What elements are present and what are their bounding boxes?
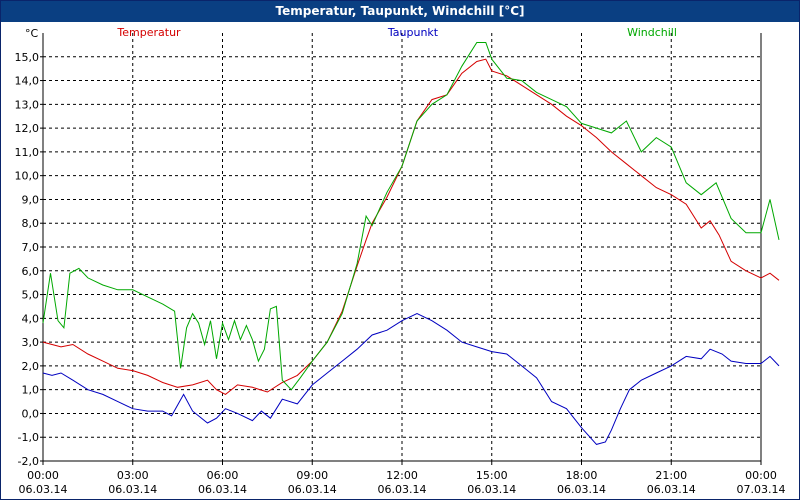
y-tick-label: 10,0 xyxy=(15,170,40,183)
x-tick-time: 00:00 xyxy=(27,469,59,482)
y-tick-label: 7,0 xyxy=(22,241,40,254)
x-tick-time: 06:00 xyxy=(207,469,239,482)
y-tick-label: 11,0 xyxy=(15,146,40,159)
y-tick-label: 12,0 xyxy=(15,122,40,135)
series-line-taupunkt xyxy=(42,313,780,445)
y-tick-label: 6,0 xyxy=(22,265,40,278)
chart-svg: -2,0 -1,0 0,0 1,0 2,0 3,0 4,0 5,0 6,0 7,0 8,0 9,0 10… xyxy=(15,26,786,496)
y-tick-label: -2,0 xyxy=(18,455,39,468)
x-tick-date: 06.03.14 xyxy=(198,483,247,496)
x-tick-date: 06.03.14 xyxy=(647,483,696,496)
x-tick-date: 06.03.14 xyxy=(557,483,606,496)
y-tick-label: 0,0 xyxy=(22,407,40,420)
y-tick-label: 5,0 xyxy=(22,289,40,302)
x-tick-time: 12:00 xyxy=(386,469,418,482)
y-tick-label: 13,0 xyxy=(15,98,40,111)
y-tick-label: 9,0 xyxy=(22,193,40,206)
legend-temperatur: Temperatur xyxy=(116,26,181,39)
x-tick-date: 06.03.14 xyxy=(19,483,68,496)
y-tick-label: 4,0 xyxy=(22,312,40,325)
x-tick-time: 21:00 xyxy=(655,469,687,482)
y-tick-label: -1,0 xyxy=(18,431,39,444)
series-line-windchill xyxy=(42,42,780,391)
x-tick-time: 18:00 xyxy=(566,469,598,482)
x-tick-time: 00:00 xyxy=(745,469,777,482)
x-tick-time: 15:00 xyxy=(476,469,508,482)
x-tick-date: 07.03.14 xyxy=(737,483,786,496)
x-tick-date: 06.03.14 xyxy=(467,483,516,496)
y-axis-label: °C xyxy=(25,27,39,40)
y-tick-label: 15,0 xyxy=(15,51,40,64)
series-line-temperatur xyxy=(42,58,780,395)
x-tick-time: 09:00 xyxy=(296,469,328,482)
x-tick-date: 06.03.14 xyxy=(288,483,337,496)
y-tick-label: 14,0 xyxy=(15,75,40,88)
legend-windchill: Windchill xyxy=(627,26,677,39)
y-tick-label: 8,0 xyxy=(22,217,40,230)
x-tick-time: 03:00 xyxy=(117,469,149,482)
y-tick-label: 3,0 xyxy=(22,336,40,349)
legend-taupunkt: Taupunkt xyxy=(387,26,439,39)
y-tick-label: 2,0 xyxy=(22,360,40,373)
x-tick-date: 06.03.14 xyxy=(108,483,157,496)
x-tick-date: 06.03.14 xyxy=(378,483,427,496)
y-tick-label: 1,0 xyxy=(22,384,40,397)
window-title: Temperatur, Taupunkt, Windchill [°C] xyxy=(1,1,799,22)
